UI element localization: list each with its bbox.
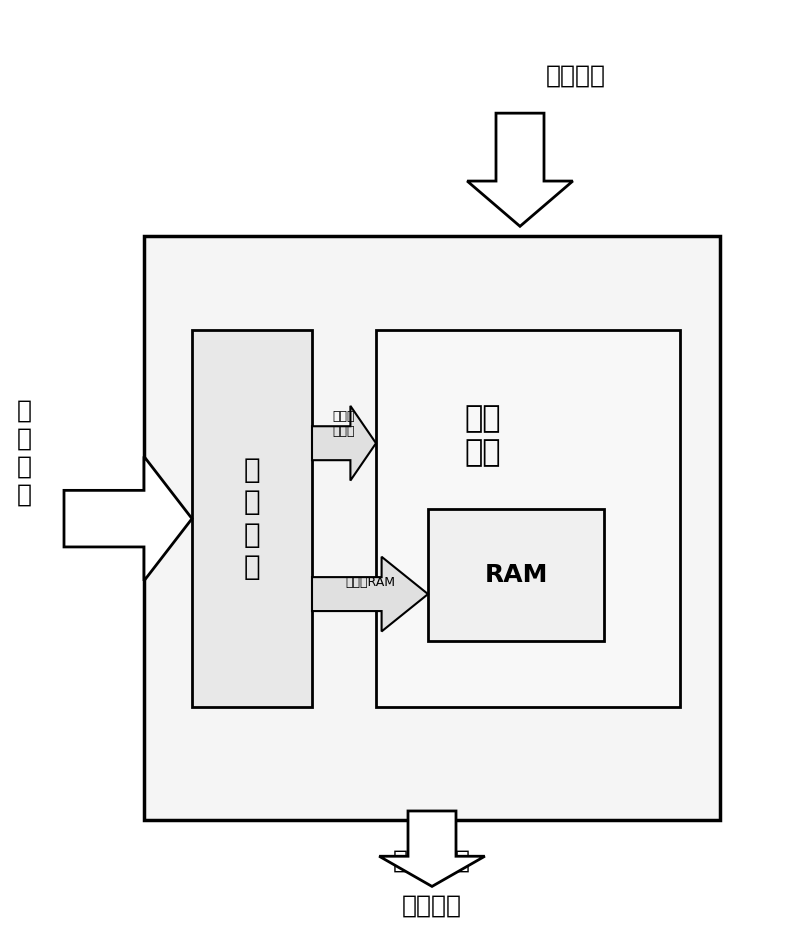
Text: 初始化RAM: 初始化RAM (345, 576, 395, 589)
FancyBboxPatch shape (376, 330, 680, 707)
Text: 替换
单元: 替换 单元 (464, 405, 501, 467)
Text: 配
置
单
元: 配 置 单 元 (244, 456, 260, 581)
Text: RAM: RAM (484, 563, 548, 587)
FancyBboxPatch shape (192, 330, 312, 707)
Text: 输出数据: 输出数据 (402, 893, 462, 918)
Polygon shape (312, 405, 376, 481)
Polygon shape (312, 556, 428, 632)
Polygon shape (64, 456, 192, 581)
FancyBboxPatch shape (144, 236, 720, 820)
Polygon shape (379, 811, 485, 886)
Polygon shape (467, 113, 573, 226)
Text: 配置运
算模式: 配置运 算模式 (333, 410, 355, 438)
Text: 控
制
信
号: 控 制 信 号 (17, 399, 31, 506)
Text: 输入数据: 输入数据 (546, 63, 606, 88)
Text: 可重构S盒: 可重构S盒 (393, 849, 471, 872)
FancyBboxPatch shape (428, 509, 604, 641)
